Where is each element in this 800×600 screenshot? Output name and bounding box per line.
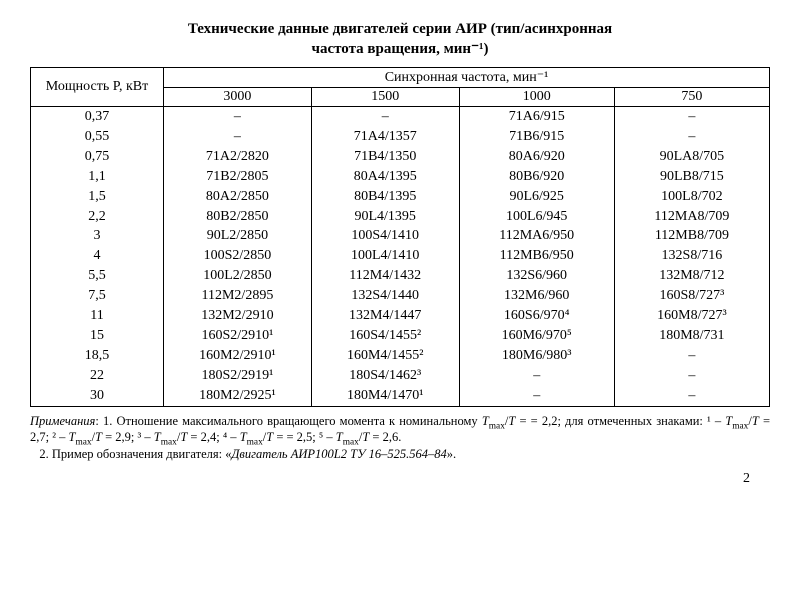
power-cell: 22 <box>31 366 164 386</box>
value-cell: 71А2/2820 <box>164 147 312 167</box>
value-cell: 80А6/920 <box>459 147 614 167</box>
power-cell: 11 <box>31 306 164 326</box>
value-cell: 132М6/960 <box>459 286 614 306</box>
value-cell: 100L2/2850 <box>164 266 312 286</box>
value-cell: 160S6/970⁴ <box>459 306 614 326</box>
value-cell: 100S2/2850 <box>164 246 312 266</box>
value-cell: 112МА8/709 <box>614 207 769 227</box>
value-cell: 160S2/2910¹ <box>164 326 312 346</box>
value-cell: 180S4/1462³ <box>311 366 459 386</box>
value-cell: 160S8/727³ <box>614 286 769 306</box>
col-1000: 1000 <box>523 89 551 104</box>
value-cell: 160S4/1455² <box>311 326 459 346</box>
power-cell: 4 <box>31 246 164 266</box>
footnotes: Примечания: 1. Отношение максимального в… <box>30 413 770 464</box>
value-cell: 180М8/731 <box>614 326 769 346</box>
value-cell: 100L6/945 <box>459 207 614 227</box>
power-cell: 0,37 <box>31 107 164 127</box>
value-cell: 132М4/1447 <box>311 306 459 326</box>
value-cell: – <box>614 386 769 406</box>
value-cell: – <box>459 386 614 406</box>
power-cell: 0,75 <box>31 147 164 167</box>
value-cell: 80А2/2850 <box>164 187 312 207</box>
col-750: 750 <box>681 89 702 104</box>
value-cell: – <box>164 127 312 147</box>
notes-label: Примечания <box>30 414 95 428</box>
value-cell: 80В4/1395 <box>311 187 459 207</box>
header-freq-group: Синхронная частота, мин⁻¹ <box>385 70 549 85</box>
value-cell: 90L2/2850 <box>164 226 312 246</box>
power-cell: 0,55 <box>31 127 164 147</box>
value-cell: 71В6/915 <box>459 127 614 147</box>
value-cell: 112МВ8/709 <box>614 226 769 246</box>
value-cell: 132S8/716 <box>614 246 769 266</box>
value-cell: 90LB8/715 <box>614 167 769 187</box>
value-cell: – <box>459 366 614 386</box>
value-cell: 180М2/2925¹ <box>164 386 312 406</box>
value-cell: 112М4/1432 <box>311 266 459 286</box>
value-cell: 132S6/960 <box>459 266 614 286</box>
power-cell: 1,1 <box>31 167 164 187</box>
value-cell: 160М4/1455² <box>311 346 459 366</box>
col-1500: 1500 <box>371 89 399 104</box>
page-number: 2 <box>30 471 770 487</box>
value-cell: 100L8/702 <box>614 187 769 207</box>
title-line-1: Технические данные двигателей серии АИР … <box>188 21 612 37</box>
value-cell: 180М6/980³ <box>459 346 614 366</box>
value-cell: 71А4/1357 <box>311 127 459 147</box>
value-cell: 80А4/1395 <box>311 167 459 187</box>
value-cell: 180S2/2919¹ <box>164 366 312 386</box>
value-cell: 132М8/712 <box>614 266 769 286</box>
value-cell: 71В2/2805 <box>164 167 312 187</box>
value-cell: 112МА6/950 <box>459 226 614 246</box>
value-cell: 90L4/1395 <box>311 207 459 227</box>
value-cell: 160М8/727³ <box>614 306 769 326</box>
value-cell: 112МВ6/950 <box>459 246 614 266</box>
value-cell: – <box>614 107 769 127</box>
col-3000: 3000 <box>223 89 251 104</box>
title-line-2: частота вращения, мин⁻¹) <box>312 41 489 57</box>
power-cell: 3 <box>31 226 164 246</box>
value-cell: – <box>614 346 769 366</box>
power-cell: 5,5 <box>31 266 164 286</box>
power-cell: 30 <box>31 386 164 406</box>
value-cell: – <box>614 366 769 386</box>
power-cell: 7,5 <box>31 286 164 306</box>
value-cell: 90LA8/705 <box>614 147 769 167</box>
value-cell: 132М2/2910 <box>164 306 312 326</box>
value-cell: 80В6/920 <box>459 167 614 187</box>
value-cell: 100S4/1410 <box>311 226 459 246</box>
table-title: Технические данные двигателей серии АИР … <box>30 20 770 59</box>
value-cell: 100L4/1410 <box>311 246 459 266</box>
motor-example: Двигатель АИР100L2 ТУ 16–525.564–84 <box>231 447 446 461</box>
value-cell: 160М6/970⁵ <box>459 326 614 346</box>
value-cell: – <box>614 127 769 147</box>
power-cell: 1,5 <box>31 187 164 207</box>
value-cell: 132S4/1440 <box>311 286 459 306</box>
header-power: Мощность P, кВт <box>46 79 148 94</box>
value-cell: 90L6/925 <box>459 187 614 207</box>
value-cell: 112М2/2895 <box>164 286 312 306</box>
power-cell: 2,2 <box>31 207 164 227</box>
value-cell: 180М4/1470¹ <box>311 386 459 406</box>
value-cell: – <box>164 107 312 127</box>
value-cell: 80В2/2850 <box>164 207 312 227</box>
power-cell: 15 <box>31 326 164 346</box>
value-cell: 71В4/1350 <box>311 147 459 167</box>
value-cell: 71А6/915 <box>459 107 614 127</box>
value-cell: 160М2/2910¹ <box>164 346 312 366</box>
power-cell: 18,5 <box>31 346 164 366</box>
motor-data-table: Мощность P, кВт Синхронная частота, мин⁻… <box>30 67 770 407</box>
table-body: 0,37––71А6/915–0,55–71А4/135771В6/915–0,… <box>31 107 770 407</box>
value-cell: – <box>311 107 459 127</box>
